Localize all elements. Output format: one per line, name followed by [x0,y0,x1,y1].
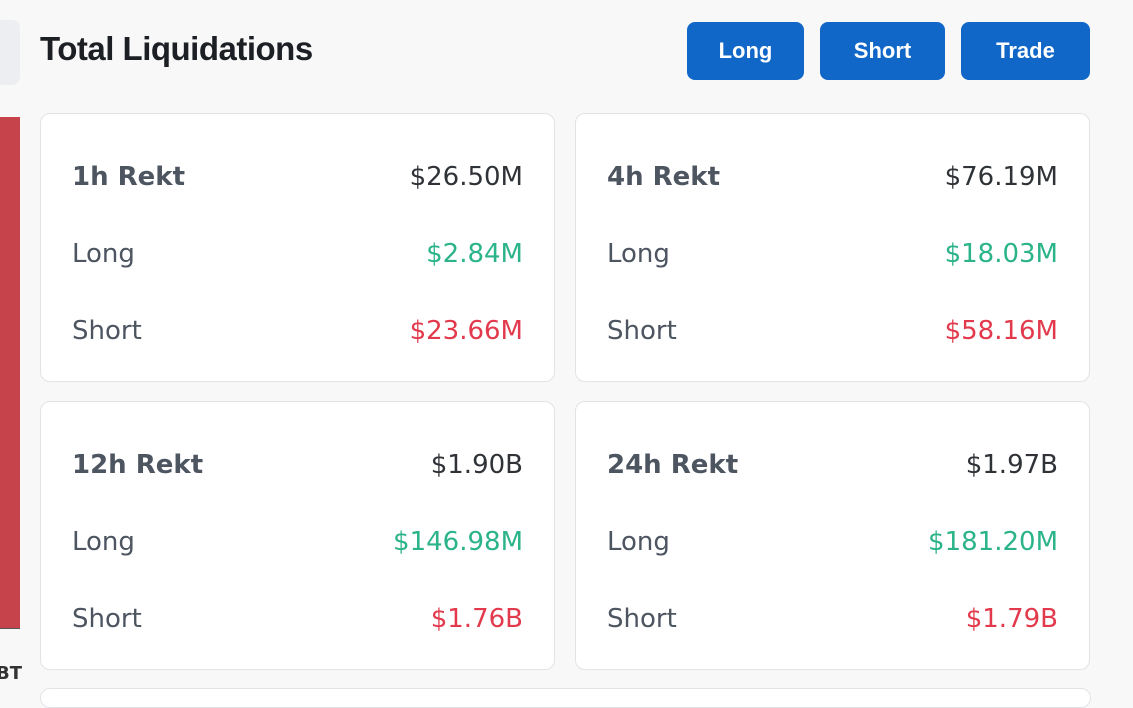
stat-row: Long $18.03M [607,236,1058,272]
stat-card: 24h Rekt $1.97B Long $181.20M Short $1.79B [575,401,1090,670]
next-card-edge [40,688,1091,708]
stat-row: 4h Rekt $76.19M [607,159,1058,195]
stat-row: 1h Rekt $26.50M [72,159,523,195]
stat-label: 12h Rekt [72,450,204,480]
header-button[interactable]: Trade [961,22,1090,80]
stat-card: 4h Rekt $76.19M Long $18.03M Short $58.16M [575,113,1090,382]
stat-row: Short $1.76B [72,601,523,637]
stat-row: 12h Rekt $1.90B [72,447,523,483]
stat-row: 24h Rekt $1.97B [607,447,1058,483]
stat-label: Long [72,239,135,269]
stat-value: $26.50M [409,162,523,192]
stat-row: Short $58.16M [607,313,1058,349]
stat-label: Short [607,604,677,634]
stat-row: Short $1.79B [607,601,1058,637]
side-panel-edge [0,20,20,85]
stat-value: $1.76B [430,604,523,634]
header-button[interactable]: Short [820,22,945,80]
stat-label: 4h Rekt [607,162,721,192]
stat-value: $1.90B [430,450,523,480]
side-fragment: BT [0,663,22,684]
stat-value: $181.20M [928,527,1058,557]
stat-value: $76.19M [944,162,1058,192]
stat-row: Long $146.98M [72,524,523,560]
stat-label: 24h Rekt [607,450,739,480]
stat-value: $1.97B [965,450,1058,480]
stat-card: 12h Rekt $1.90B Long $146.98M Short $1.76B [40,401,555,670]
stat-value: $23.66M [409,316,523,346]
stat-value: $18.03M [944,239,1058,269]
side-line [0,628,20,629]
stat-value: $146.98M [393,527,523,557]
stat-label: Long [607,239,670,269]
side-bar [0,117,20,628]
stat-label: Long [72,527,135,557]
page-title: Total Liquidations [40,30,313,67]
stat-label: Short [72,604,142,634]
stat-card: 1h Rekt $26.50M Long $2.84M Short $23.66M [40,113,555,382]
stat-label: 1h Rekt [72,162,186,192]
stat-value: $1.79B [965,604,1058,634]
stat-row: Long $2.84M [72,236,523,272]
stat-label: Long [607,527,670,557]
stat-value: $58.16M [944,316,1058,346]
stat-row: Long $181.20M [607,524,1058,560]
stat-label: Short [607,316,677,346]
stat-row: Short $23.66M [72,313,523,349]
stat-label: Short [72,316,142,346]
stat-value: $2.84M [426,239,523,269]
page: BT Total Liquidations (() => { const dat… [0,20,1091,708]
header-button[interactable]: Long [687,22,804,80]
